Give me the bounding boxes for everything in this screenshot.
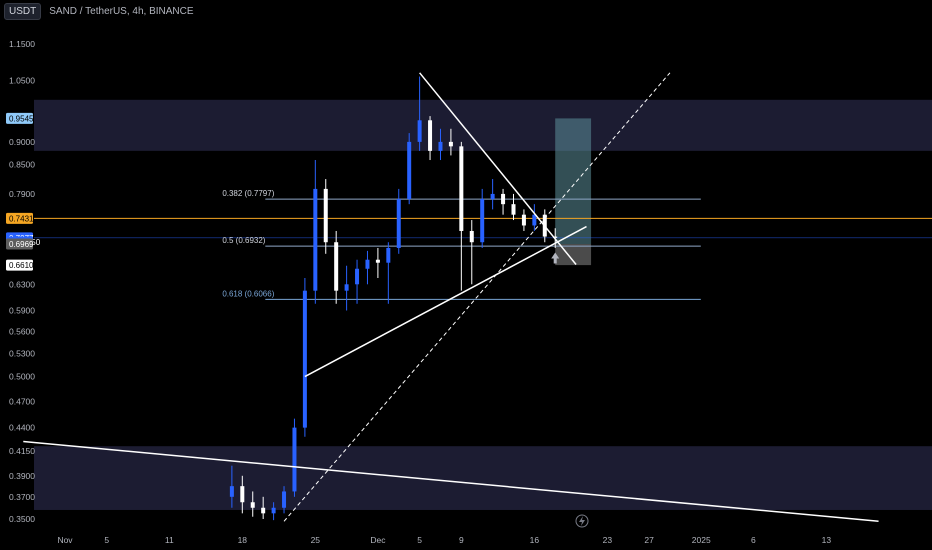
fib-label-0.382: 0.382 (0.7797) (222, 189, 274, 198)
y-tick-label: 1.1500 (9, 39, 35, 49)
candle (407, 141, 412, 200)
candle (250, 502, 255, 508)
currency-button[interactable]: USDT (4, 2, 42, 20)
y-tick-label: 0.8500 (9, 160, 35, 170)
price-badge-bg (6, 212, 33, 224)
price-badge-label: 0.6969 (9, 240, 34, 249)
y-tick-label: 0.4700 (9, 396, 35, 406)
zones-layer (34, 99, 932, 510)
candles-layer (229, 76, 558, 521)
x-tick-label: 13 (822, 535, 832, 545)
y-tick-label: 0.7900 (9, 189, 35, 199)
candle (438, 141, 443, 151)
y-tick-label: 0.5300 (9, 348, 35, 358)
lightning-icon[interactable] (575, 514, 589, 528)
x-tick-label: 11 (165, 535, 174, 545)
candle (282, 491, 287, 508)
price-axis[interactable]: 1.1500 1.0500 0.9000 0.8500 0.7900 0.6300 0.59… (9, 39, 35, 524)
fib-label-0.618: 0.618 (0.6066) (222, 289, 274, 298)
y-tick-label: 1.0500 (9, 75, 35, 85)
candle (448, 141, 453, 147)
trendline-1 (419, 72, 577, 265)
y-tick-label: 0.3700 (9, 492, 35, 502)
candle (313, 188, 318, 291)
candle (240, 486, 245, 503)
x-tick-label: 25 (311, 535, 321, 545)
candle (428, 120, 433, 151)
candle (501, 193, 506, 205)
trendline-0 (304, 225, 587, 378)
x-tick-label: 2025 (692, 535, 711, 545)
trendlines-layer[interactable] (23, 72, 879, 523)
x-tick-label: 18 (238, 535, 248, 545)
candle (344, 284, 349, 291)
fib-label-0.5: 0.5 (0.6932) (222, 236, 265, 245)
candle (229, 486, 234, 497)
y-tick-label: 0.9000 (9, 137, 35, 147)
x-tick-label: Nov (57, 535, 73, 545)
candle (553, 236, 558, 238)
candle (532, 214, 537, 226)
supply-demand-zone-0 (34, 99, 932, 151)
candle (480, 199, 485, 243)
x-tick-label: 16 (530, 535, 540, 545)
y-tick-label: 0.5600 (9, 326, 35, 336)
x-tick-label: 5 (104, 535, 109, 545)
price-badge-label: 0.9545 (9, 114, 34, 123)
y-tick-label: 0.3500 (9, 514, 35, 524)
y-tick-label: 0.6300 (9, 279, 35, 289)
lightning-icon-bolt (579, 516, 585, 526)
long-position-tool[interactable] (555, 118, 592, 266)
candle (459, 146, 464, 231)
y-tick-label: 0.3900 (9, 471, 35, 481)
candle (365, 259, 370, 269)
time-axis[interactable]: Nov 5 11 18 25 Dec 5 9 16 23 27 2025 6 13 (57, 535, 831, 545)
symbol-title: SAND / TetherUS, 4h, BINANCE (49, 5, 194, 17)
candle (386, 247, 391, 263)
candle (469, 230, 474, 243)
candle (271, 507, 276, 514)
x-tick-label: 9 (459, 535, 464, 545)
trendline-3 (283, 72, 671, 522)
x-tick-label: 5 (417, 535, 422, 545)
candle (511, 204, 516, 215)
candle (323, 188, 328, 243)
arrow-up-shape (551, 252, 560, 264)
arrow-up-icon (551, 252, 560, 264)
candle (355, 268, 360, 285)
x-tick-label: 27 (644, 535, 654, 545)
x-tick-label: Dec (370, 535, 386, 545)
price-badge-label: 0.6610 (9, 261, 34, 270)
candle (375, 259, 380, 263)
candle (490, 193, 495, 200)
chart-header: USDT SAND / TetherUS, 4h, BINANCE (0, 0, 932, 22)
y-tick-label: 0.5000 (9, 372, 35, 382)
y-tick-label: 0.5900 (9, 305, 35, 315)
price-badge-label: 0.7431 (9, 214, 34, 223)
y-tick-label: 0.4400 (9, 423, 35, 433)
price-badge-bg (6, 112, 33, 124)
candle (334, 242, 339, 291)
price-badge-bg (6, 238, 33, 250)
long-target-zone (555, 118, 592, 244)
price-badge-bg (6, 259, 33, 271)
candle (261, 507, 266, 514)
y-tick-label: 0.4150 (9, 446, 35, 456)
x-tick-label: 23 (603, 535, 613, 545)
lightning-icon-ring (575, 514, 589, 528)
candle (292, 427, 297, 492)
candle (396, 199, 401, 248)
candle (521, 214, 526, 226)
candle (417, 120, 422, 142)
x-tick-label: 6 (751, 535, 756, 545)
candle (302, 290, 307, 428)
trendline-2 (23, 440, 879, 523)
